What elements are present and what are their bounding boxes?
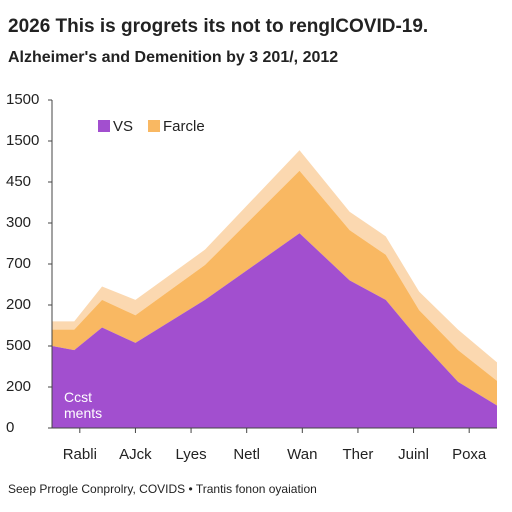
y-tick-label: 700 xyxy=(6,255,31,272)
x-tick-label: Poxa xyxy=(452,446,487,463)
y-tick-label: 1500 xyxy=(6,132,39,149)
x-tick-label: AJck xyxy=(119,446,152,463)
annotation: Ccst ments xyxy=(64,389,102,421)
x-tick-label: Rabli xyxy=(63,446,97,463)
x-tick-label: Ther xyxy=(343,446,374,463)
legend-swatch xyxy=(98,120,110,132)
plot-area xyxy=(52,150,497,428)
x-tick-label: Lyes xyxy=(175,446,206,463)
legend-label: Farcle xyxy=(163,118,205,135)
legend-swatch xyxy=(148,120,161,132)
y-tick-label: 1500 xyxy=(6,91,39,108)
chart-subtitle: Alzheimer's and Demenition by 3 201/, 20… xyxy=(8,49,338,66)
x-tick-label: Wan xyxy=(287,446,317,463)
area xyxy=(52,233,497,428)
x-tick-label: Juinl xyxy=(398,446,429,463)
footer: Seep Prrogle Conprolry, COVIDS • Trantis… xyxy=(8,482,317,496)
y-tick-label: 200 xyxy=(6,296,31,313)
chart-title: 2026 This is grogrets its not to renglCO… xyxy=(8,16,428,37)
y-tick-label: 300 xyxy=(6,214,31,231)
y-tick-label: 200 xyxy=(6,378,31,395)
y-tick-label: 450 xyxy=(6,173,31,190)
legend-label: VS xyxy=(113,118,133,135)
x-tick-label: Netl xyxy=(233,446,260,463)
area xyxy=(52,170,497,406)
y-tick-label: 0 xyxy=(6,419,14,436)
y-tick-label: 500 xyxy=(6,337,31,354)
